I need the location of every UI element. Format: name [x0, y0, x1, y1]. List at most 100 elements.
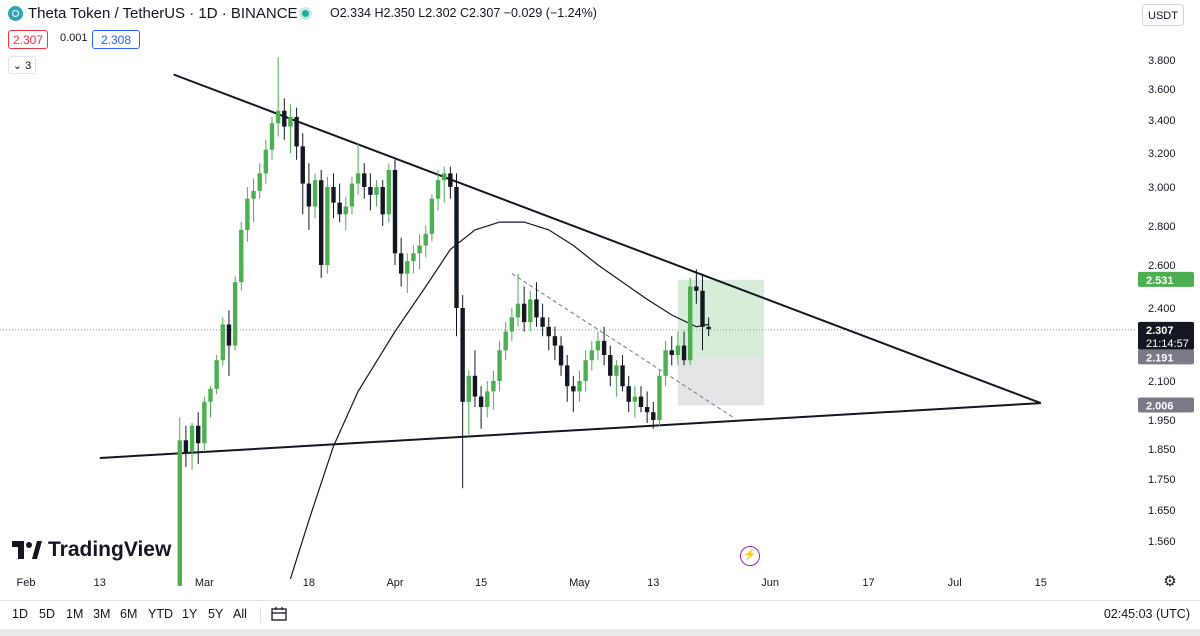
candle-down	[694, 286, 699, 291]
candle-up	[577, 381, 582, 392]
sell-price-button[interactable]: 2.307	[8, 30, 48, 49]
candle-up	[275, 110, 281, 124]
candle-down	[392, 170, 398, 254]
range-5y-button[interactable]: 5Y	[208, 607, 224, 621]
price-tick: 1.650	[1148, 505, 1176, 517]
candle-down	[651, 412, 656, 420]
market-status-icon	[302, 10, 309, 17]
candle-up	[589, 350, 594, 361]
candle-down	[669, 350, 674, 355]
range-ytd-button[interactable]: YTD	[148, 607, 173, 621]
price-tick: 2.600	[1148, 260, 1176, 272]
time-tick: 18	[303, 577, 315, 589]
time-tick: Apr	[386, 577, 403, 589]
range-1d-button[interactable]: 1D	[12, 607, 28, 621]
candle-down	[601, 340, 607, 355]
candle-up	[417, 245, 422, 254]
currency-button[interactable]: USDT	[1142, 4, 1184, 26]
candle-up	[595, 340, 601, 351]
bolt-icon[interactable]: ⚡	[740, 546, 760, 566]
price-tick: 1.850	[1148, 444, 1176, 456]
indicators-toggle-button[interactable]: ⌄ 3	[8, 56, 36, 74]
price-tick: 3.200	[1148, 148, 1176, 160]
range-1y-button[interactable]: 1Y	[182, 607, 198, 621]
candle-down	[558, 345, 564, 366]
candle-up	[214, 360, 219, 389]
price-tick: 3.600	[1148, 84, 1176, 96]
candle-up	[503, 331, 508, 351]
window-bottom-edge	[0, 629, 1200, 636]
tradingview-logo-icon	[12, 541, 42, 559]
candle-up	[429, 198, 435, 234]
price-tick: 3.400	[1148, 115, 1176, 127]
time-tick: May	[569, 577, 590, 589]
range-1m-button[interactable]: 1M	[66, 607, 84, 621]
brand-name: TradingView	[48, 538, 172, 561]
price-label-text: 2.191	[1146, 352, 1174, 364]
candle-up	[435, 180, 441, 199]
price-tick: 1.950	[1148, 415, 1176, 427]
candle-down	[282, 110, 287, 127]
candle-up	[355, 173, 361, 184]
candle-up	[263, 149, 269, 174]
stop-zone[interactable]	[677, 357, 764, 406]
price-tick: 2.100	[1148, 376, 1176, 388]
trendline-ascending-support[interactable]	[99, 402, 1041, 459]
candle-up	[614, 365, 619, 376]
candle-up	[528, 299, 533, 323]
countdown-timer: 21:14:57	[1146, 338, 1189, 350]
candle-down	[196, 425, 201, 444]
candle-up	[583, 360, 588, 381]
candle-up	[343, 206, 348, 215]
range-6m-button[interactable]: 6M	[120, 607, 138, 621]
moving-average-line	[289, 221, 709, 580]
theta-logo-icon	[8, 6, 23, 21]
calendar-range-icon[interactable]	[270, 605, 288, 623]
candle-down	[472, 375, 478, 397]
candle-down	[294, 116, 299, 147]
candle-down	[626, 386, 631, 402]
candle-down	[638, 396, 644, 407]
candle-down	[620, 365, 625, 387]
candle-up	[442, 173, 447, 181]
price-tick: 1.750	[1148, 474, 1176, 486]
candle-down	[565, 365, 570, 387]
price-chart[interactable]: 3.800 3.600 3.400 3.200 3.000 2.800 2.600 2.400…	[0, 0, 1200, 600]
bottom-toolbar: 1D 5D 1M 3M 6M YTD 1Y 5Y All 02:45:03 (U…	[0, 600, 1200, 629]
buy-price-button[interactable]: 2.308	[92, 30, 140, 49]
price-tick: 3.000	[1148, 182, 1176, 194]
candle-down	[608, 355, 613, 376]
candle-up	[232, 282, 238, 346]
candle-up	[675, 345, 681, 355]
candle-up	[466, 375, 471, 402]
candle-up	[491, 381, 496, 392]
range-5d-button[interactable]: 5D	[39, 607, 55, 621]
candle-up	[202, 401, 207, 444]
price-label-text: 2.307	[1146, 325, 1174, 337]
time-tick: Feb	[17, 577, 36, 589]
price-label-2-006	[1138, 397, 1194, 413]
candle-up	[208, 388, 213, 402]
candle-up	[220, 324, 225, 361]
candle-down	[454, 187, 459, 308]
candle-down	[546, 326, 551, 337]
range-all-button[interactable]: All	[233, 607, 247, 621]
candle-down	[331, 187, 336, 203]
candle-up	[632, 396, 638, 402]
candle-up	[485, 391, 490, 407]
price-label-2-531	[1138, 271, 1194, 287]
settings-icon[interactable]: ⚙	[1163, 573, 1177, 590]
candle-up	[663, 350, 668, 376]
candle-up	[411, 253, 416, 262]
utc-clock[interactable]: 02:45:03 (UTC)	[1103, 607, 1190, 621]
trendline-descending-resistance[interactable]	[173, 73, 1042, 405]
candle-up	[177, 440, 182, 586]
trendline-broken-downtrend[interactable]	[511, 273, 734, 418]
candle-up	[269, 123, 275, 150]
candle-down	[571, 386, 576, 392]
price-label-2-307	[1138, 321, 1194, 350]
range-3m-button[interactable]: 3M	[93, 607, 111, 621]
time-tick: Jun	[761, 577, 779, 589]
candle-down	[183, 440, 189, 452]
symbol-title[interactable]: Theta Token / TetherUS · 1D · BINANCE	[28, 5, 298, 22]
